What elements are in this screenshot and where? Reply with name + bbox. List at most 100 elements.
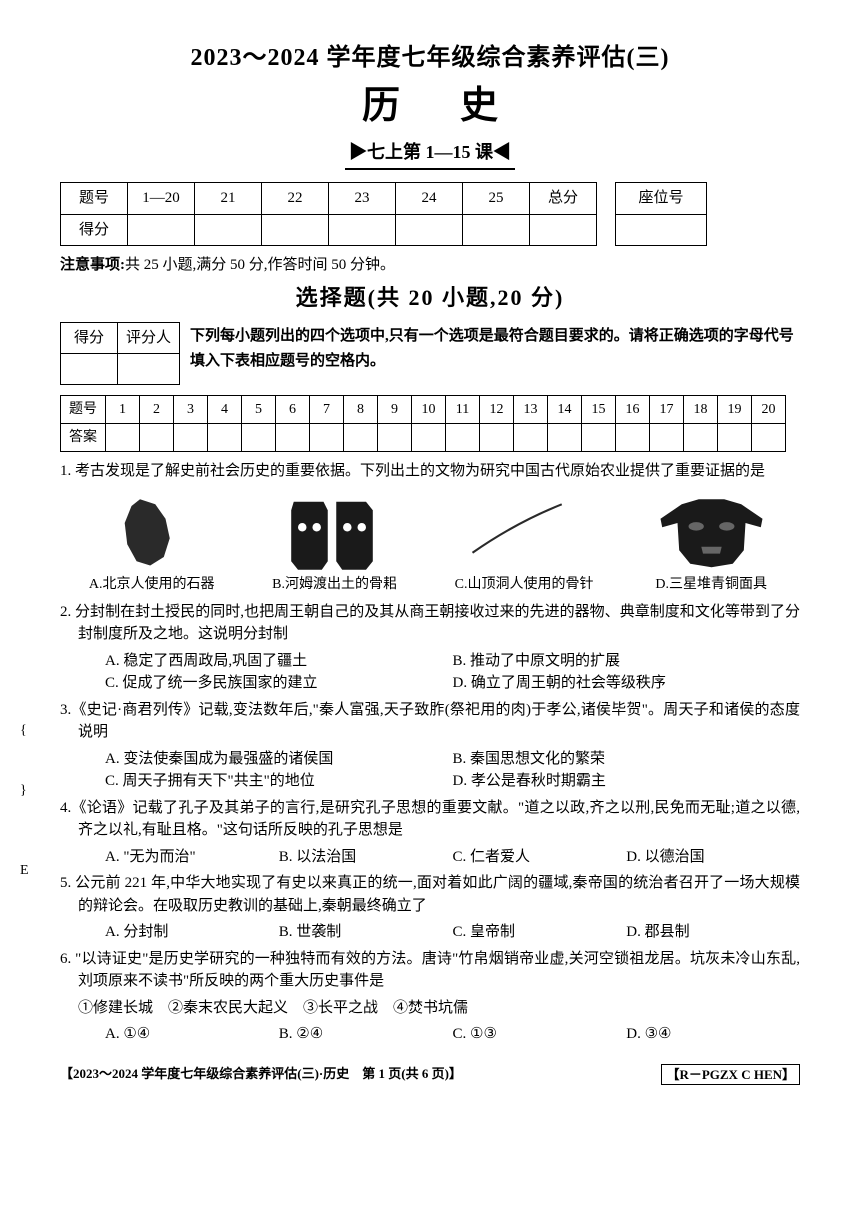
seat-cell[interactable] [616,214,707,245]
score-cell[interactable] [262,214,329,246]
score-cell[interactable] [530,214,597,246]
answer-cell[interactable] [446,424,480,452]
exam-title: 2023～2024 学年度七年级综合素养评估(三) [60,40,800,76]
q6-c: C. ①③ [453,1023,627,1046]
col-header: 25 [463,183,530,215]
q6-items: ①修建长城 ②秦末农民大起义 ③长平之战 ④焚书坑儒 [60,997,800,1020]
score-cell[interactable] [195,214,262,246]
answer-cell[interactable] [514,424,548,452]
answer-cell[interactable] [684,424,718,452]
score-row: 题号 1—20 21 22 23 24 25 总分 得分 座位号 [60,182,800,246]
bronze-mask-icon [651,489,771,574]
ans-row-label: 答案 [61,424,106,452]
col-header: 22 [262,183,329,215]
side-mark: } [20,780,27,801]
answer-cell[interactable] [208,424,242,452]
q2-d: D. 确立了周王朝的社会等级秩序 [453,672,801,695]
section-choice-header: 选择题(共 20 小题,20 分) [60,281,800,314]
q4-choices: A. "无为而治" B. 以法治国 C. 仁者爱人 D. 以德治国 [60,846,800,869]
bone-needle-icon [455,489,575,574]
answer-cell[interactable] [718,424,752,452]
q1-opt-c-label: C.山顶洞人使用的骨针 [455,574,594,595]
bone-spade-icon [272,489,392,574]
answer-cell[interactable] [174,424,208,452]
q1-stem: 1. 考古发现是了解史前社会历史的重要依据。下列出土的文物为研究中国古代原始农业… [60,460,800,483]
q5-b: B. 世袭制 [279,921,453,944]
answer-cell[interactable] [344,424,378,452]
footer-right: 【R－PGZX C HEN】 [661,1064,800,1086]
table-row [616,214,707,245]
seat-table: 座位号 [615,182,707,246]
q4-c: C. 仁者爱人 [453,846,627,869]
q4-a: A. "无为而治" [105,846,279,869]
col-label: 题号 [61,183,128,215]
answer-cell[interactable] [412,424,446,452]
table-row: 答案 [61,424,786,452]
answer-grid: 题号 1234567891011121314151617181920 答案 [60,395,786,452]
footer-left: 【2023～2024 学年度七年级综合素养评估(三)·历史 第 1 页(共 6 … [60,1064,462,1086]
grader-person-label: 评分人 [118,322,180,354]
answer-cell[interactable] [650,424,684,452]
answer-cell[interactable] [276,424,310,452]
page-footer: 【2023～2024 学年度七年级综合素养评估(三)·历史 第 1 页(共 6 … [60,1064,800,1086]
q1-images: A.北京人使用的石器 B.河姆渡出土的骨耜 C.山顶洞人使用的骨针 D.三星堆青… [60,489,800,595]
col-header: 1—20 [128,183,195,215]
table-row: 得分 评分人 [61,322,180,354]
q3-d: D. 孝公是春秋时期霸主 [453,770,801,793]
q2-b: B. 推动了中原文明的扩展 [453,650,801,673]
table-row: 题号 1—20 21 22 23 24 25 总分 [61,183,597,215]
q2-stem: 2. 分封制在封土授民的同时,也把周王朝自己的及其从商王朝接收过来的先进的器物、… [60,601,800,646]
q2-c: C. 促成了统一多民族国家的建立 [105,672,453,695]
q5-d: D. 郡县制 [626,921,800,944]
q1-opt-d-label: D.三星堆青铜面具 [651,574,771,595]
ans-num-label: 题号 [61,396,106,424]
instruct-row: 得分 评分人 下列每小题列出的四个选项中,只有一个选项是最符合题目要求的。请将正… [60,322,800,386]
q6-a: A. ①④ [105,1023,279,1046]
score-cell[interactable] [329,214,396,246]
col-header: 23 [329,183,396,215]
grader-score-label: 得分 [61,322,118,354]
subject-title: 历史 [60,78,800,135]
q4-b: B. 以法治国 [279,846,453,869]
q1-opt-a: A.北京人使用的石器 [89,489,215,595]
q2-a: A. 稳定了西周政局,巩固了疆土 [105,650,453,673]
score-cell[interactable] [128,214,195,246]
answer-cell[interactable] [616,424,650,452]
q5-stem: 5. 公元前 221 年,中华大地实现了有史以来真正的统一,面对着如此广阔的疆域… [60,872,800,917]
answer-cell[interactable] [548,424,582,452]
answer-cell[interactable] [378,424,412,452]
table-row: 座位号 [616,183,707,215]
table-row: 得分 [61,214,597,246]
q3-choices: A. 变法使秦国成为最强盛的诸侯国 B. 秦国思想文化的繁荣 C. 周天子拥有天… [60,748,800,793]
seat-label: 座位号 [616,183,707,215]
score-cell[interactable] [396,214,463,246]
answer-cell[interactable] [582,424,616,452]
q1-opt-a-label: A.北京人使用的石器 [89,574,215,595]
answer-cell[interactable] [310,424,344,452]
q6-b: B. ②④ [279,1023,453,1046]
score-label: 得分 [61,214,128,246]
table-row: 题号 1234567891011121314151617181920 [61,396,786,424]
answer-cell[interactable] [140,424,174,452]
answer-cell[interactable] [480,424,514,452]
q2-choices: A. 稳定了西周政局,巩固了疆土 B. 推动了中原文明的扩展 C. 促成了统一多… [60,650,800,695]
q6-choices: A. ①④ B. ②④ C. ①③ D. ③④ [60,1023,800,1046]
answer-cell[interactable] [106,424,140,452]
side-mark: E [20,860,29,881]
side-mark: { [20,720,27,741]
score-table: 题号 1—20 21 22 23 24 25 总分 得分 [60,182,597,246]
range-wrap: ▶七上第 1—15 课◀ [60,139,800,170]
notice-prefix: 注意事项: [60,257,125,273]
q1-opt-d: D.三星堆青铜面具 [651,489,771,595]
answer-cell[interactable] [242,424,276,452]
q1-opt-b: B.河姆渡出土的骨耜 [272,489,397,595]
notice: 注意事项:共 25 小题,满分 50 分,作答时间 50 分钟。 [60,254,800,277]
grader-score-cell[interactable] [61,354,118,385]
grader-person-cell[interactable] [118,354,180,385]
q1-opt-b-label: B.河姆渡出土的骨耜 [272,574,397,595]
answer-cell[interactable] [752,424,786,452]
q3-a: A. 变法使秦国成为最强盛的诸侯国 [105,748,453,771]
q5-c: C. 皇帝制 [453,921,627,944]
q3-b: B. 秦国思想文化的繁荣 [453,748,801,771]
score-cell[interactable] [463,214,530,246]
